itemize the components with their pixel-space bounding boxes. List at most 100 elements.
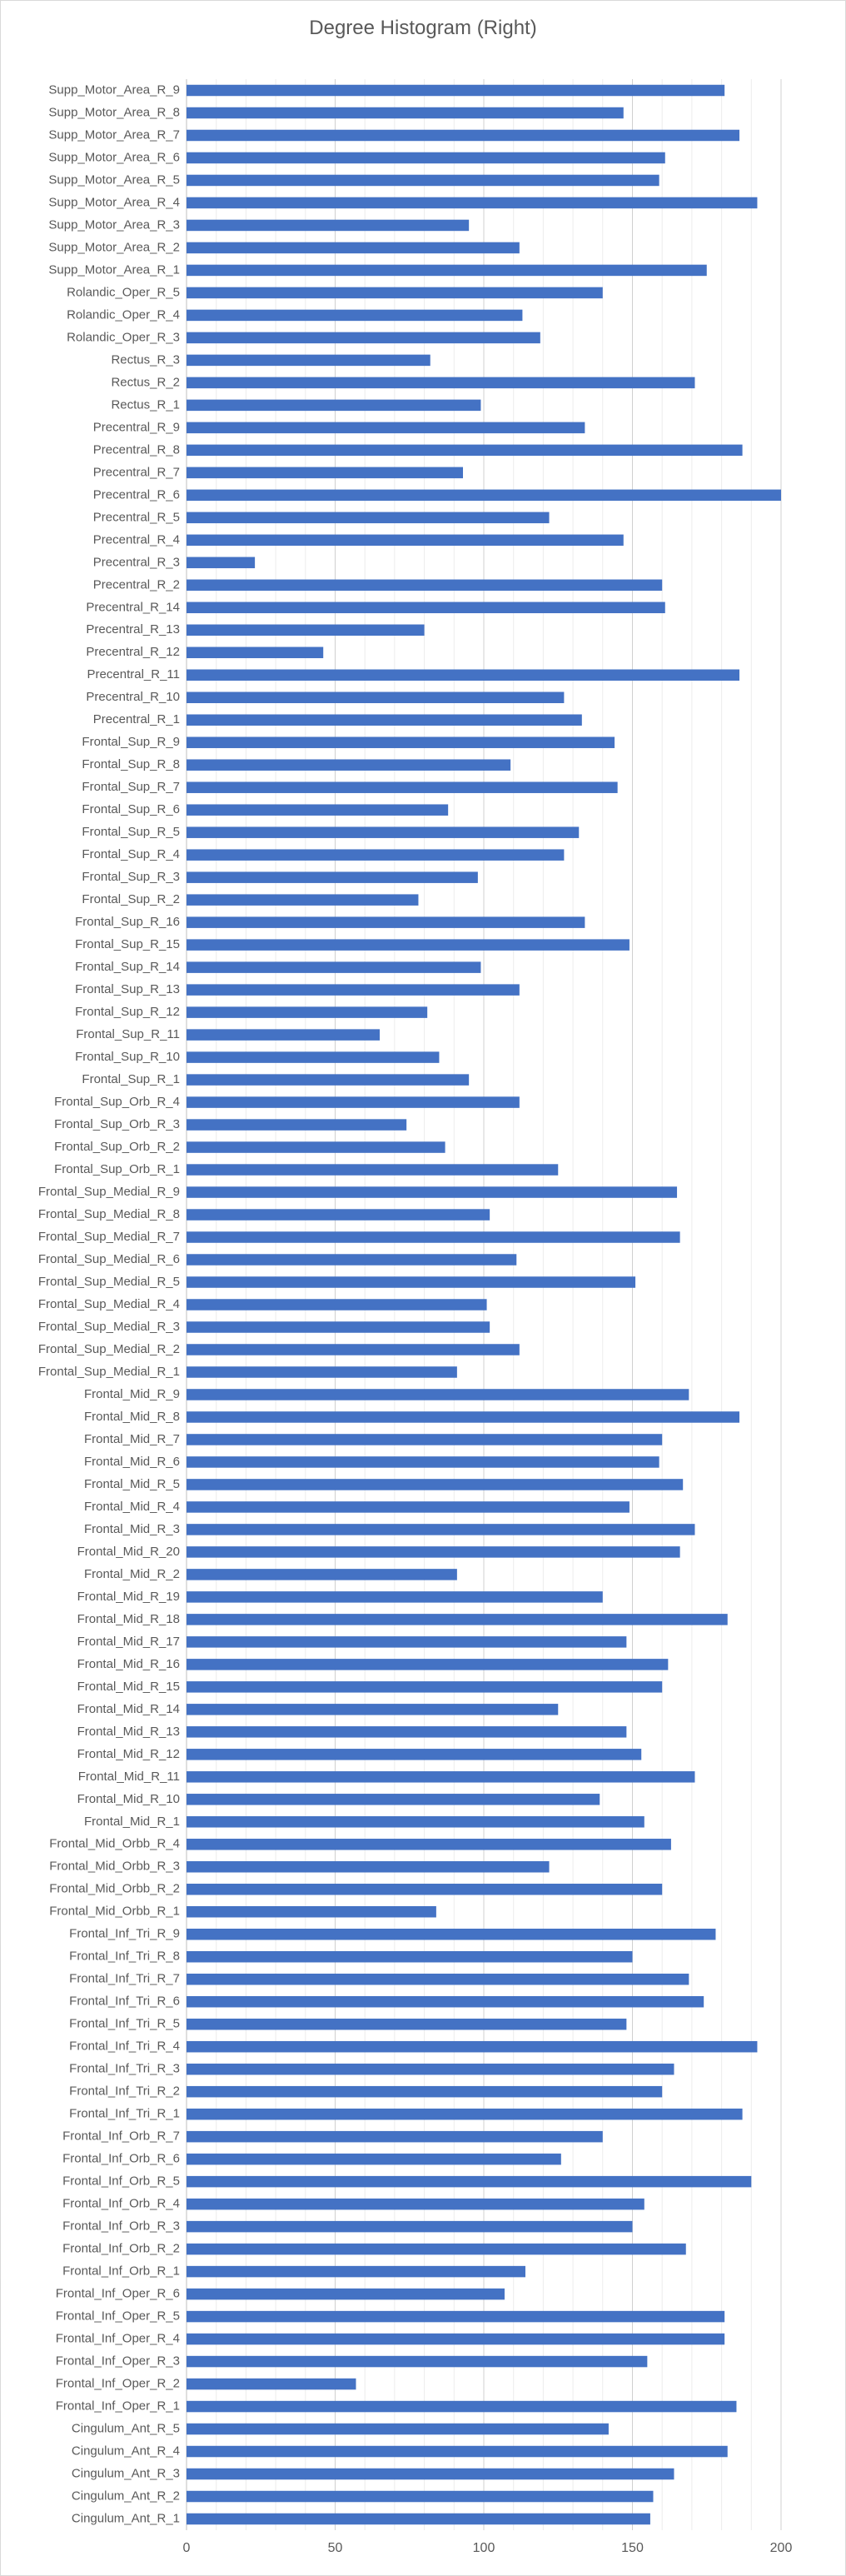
bar (187, 152, 665, 164)
category-label: Frontal_Sup_Orb_R_3 (54, 1117, 180, 1131)
category-label: Frontal_Mid_R_15 (77, 1680, 180, 1694)
category-label: Rectus_R_3 (111, 352, 180, 367)
bar (187, 624, 425, 637)
bar (187, 197, 758, 209)
category-label: Frontal_Sup_R_11 (76, 1027, 180, 1041)
category-label: Frontal_Inf_Orb_R_4 (62, 2197, 180, 2211)
category-label: Frontal_Sup_Orb_R_4 (54, 1095, 180, 1109)
category-label: Frontal_Mid_R_9 (84, 1387, 180, 1401)
bar (187, 1591, 603, 1603)
category-label: Frontal_Sup_Medial_R_1 (38, 1365, 180, 1379)
category-label: Frontal_Inf_Oper_R_5 (56, 2309, 180, 2324)
bar (187, 1524, 695, 1535)
category-label: Frontal_Inf_Oper_R_2 (56, 2377, 180, 2391)
bar (187, 736, 615, 748)
bar (187, 264, 707, 277)
category-label: Precentral_R_4 (93, 532, 180, 547)
category-label: Frontal_Sup_R_12 (75, 1005, 180, 1019)
category-label: Precentral_R_6 (93, 487, 180, 502)
category-label: Frontal_Sup_R_4 (82, 847, 180, 861)
bar (187, 399, 481, 412)
category-label: Frontal_Inf_Orb_R_5 (62, 2174, 180, 2189)
category-label: Precentral_R_14 (86, 600, 180, 614)
category-label: Supp_Motor_Area_R_4 (48, 195, 180, 209)
bar (187, 2468, 674, 2480)
bar (187, 1546, 680, 1558)
bar (187, 489, 781, 502)
bar (187, 174, 659, 187)
bar (187, 332, 540, 344)
bar (187, 512, 550, 524)
category-label: Frontal_Inf_Tri_R_9 (69, 1927, 180, 1941)
category-label: Supp_Motor_Area_R_5 (48, 172, 180, 187)
bar (187, 1704, 559, 1715)
category-label: Frontal_Sup_Medial_R_7 (38, 1230, 180, 1244)
bar (187, 646, 324, 659)
bar (187, 1884, 663, 1895)
bar (187, 1816, 644, 1828)
bar (187, 1906, 436, 1918)
category-label: Frontal_Mid_R_8 (84, 1410, 180, 1424)
bar (187, 2333, 725, 2345)
category-label: Frontal_Inf_Orb_R_7 (62, 2129, 180, 2144)
bar (187, 2018, 627, 2030)
category-label: Frontal_Inf_Oper_R_4 (56, 2332, 180, 2346)
category-label: Precentral_R_3 (93, 555, 180, 569)
category-label: Supp_Motor_Area_R_8 (48, 105, 180, 119)
bar (187, 1119, 407, 1131)
x-tick-labels: 0 50 100 150 200 (183, 2541, 793, 2555)
bar (187, 2445, 728, 2458)
category-label: Frontal_Inf_Tri_R_6 (69, 1994, 180, 2009)
bar (187, 1749, 642, 1760)
bar (187, 2108, 743, 2120)
category-label: Cingulum_Ant_R_3 (72, 2466, 180, 2480)
category-label: Supp_Motor_Area_R_6 (48, 150, 180, 164)
bar (187, 1276, 636, 1288)
bar (187, 1681, 663, 1693)
bar (187, 2243, 686, 2255)
category-label: Rectus_R_1 (111, 397, 180, 412)
category-label: Frontal_Mid_R_7 (84, 1432, 180, 1446)
bar (187, 1186, 678, 1198)
category-label: Frontal_Mid_Orbb_R_4 (49, 1837, 180, 1851)
bar (187, 2040, 758, 2053)
bar (187, 1479, 684, 1490)
category-label: Frontal_Inf_Tri_R_8 (69, 1949, 180, 1964)
category-label: Frontal_Inf_Oper_R_6 (56, 2287, 180, 2301)
bar (187, 377, 695, 389)
category-label: Frontal_Sup_R_7 (82, 780, 180, 794)
bar (187, 759, 511, 771)
bar (187, 354, 430, 367)
category-label: Precentral_R_9 (93, 420, 180, 434)
category-label: Rolandic_Oper_R_4 (67, 307, 180, 322)
category-label: Frontal_Sup_R_3 (82, 870, 180, 884)
bar (187, 1074, 470, 1086)
category-label: Frontal_Sup_Medial_R_8 (38, 1207, 180, 1221)
category-label: Supp_Motor_Area_R_1 (48, 262, 180, 277)
bar (187, 1569, 457, 1580)
category-label: Frontal_Sup_R_6 (82, 802, 180, 816)
bar (187, 2378, 356, 2390)
bar (187, 984, 520, 996)
category-label: Frontal_Sup_Medial_R_9 (38, 1185, 180, 1199)
category-label: Frontal_Mid_R_18 (77, 1612, 180, 1626)
category-label: Supp_Motor_Area_R_3 (48, 217, 180, 232)
bar (187, 1973, 689, 1985)
category-label: Rectus_R_2 (111, 375, 180, 389)
category-label: Precentral_R_13 (86, 622, 180, 637)
bar (187, 242, 520, 254)
x-tick-label: 200 (770, 2541, 793, 2555)
bar (187, 1434, 663, 1445)
category-label: Frontal_Sup_R_5 (82, 825, 180, 839)
x-tick-label: 0 (183, 2541, 191, 2555)
bar (187, 781, 618, 793)
x-tick-label: 150 (621, 2541, 644, 2555)
category-label: Frontal_Mid_R_10 (77, 1792, 180, 1806)
bar (187, 2198, 644, 2210)
bar (187, 2423, 609, 2435)
bar (187, 1231, 680, 1243)
category-label: Frontal_Mid_R_11 (78, 1770, 180, 1784)
category-label: Frontal_Sup_Medial_R_6 (38, 1252, 180, 1266)
category-label: Frontal_Inf_Oper_R_1 (56, 2399, 180, 2414)
